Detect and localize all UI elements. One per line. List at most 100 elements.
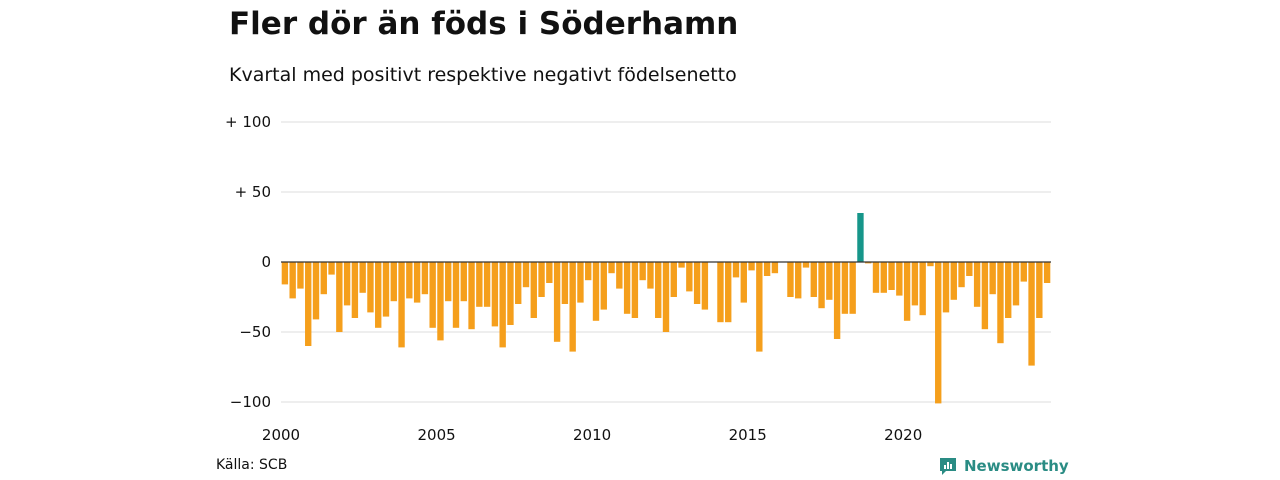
bar-2005-q3 <box>452 262 460 328</box>
chart-title: Fler dör än föds i Söderhamn <box>229 6 739 42</box>
bar-2000-q3 <box>297 262 304 289</box>
brand-name: Newsworthy <box>964 457 1069 475</box>
bar-2013-q2 <box>693 262 701 304</box>
bar-2009-q4 <box>585 262 592 281</box>
bar-2009-q1 <box>561 262 569 304</box>
bar-2014-q2 <box>725 262 732 323</box>
bar-2022-q1 <box>966 262 973 276</box>
bar-2006-q1 <box>468 262 475 330</box>
y-tick-label: + 50 <box>235 183 271 201</box>
bar-2003-q3 <box>390 262 397 302</box>
bar-2016-q3 <box>795 262 802 299</box>
bar-2014-q4 <box>740 262 747 303</box>
bar-2017-q1 <box>810 262 817 297</box>
bar-2023-q2 <box>1005 262 1012 318</box>
bar-2010-q3 <box>608 262 615 274</box>
bars <box>281 213 1051 404</box>
bar-2002-q3 <box>359 262 366 293</box>
bar-2005-q4 <box>460 262 467 302</box>
bar-2002-q4 <box>367 262 374 313</box>
bar-2017-q2 <box>818 262 825 309</box>
bar-2005-q2 <box>445 262 452 302</box>
bar-2020-q3 <box>919 262 926 316</box>
bar-2019-q1 <box>872 262 880 293</box>
x-tick-label: 2000 <box>262 426 300 444</box>
x-tick-label: 2010 <box>573 426 611 444</box>
bar-2009-q2 <box>569 262 576 352</box>
bar-chart: + 100 + 50 0 −50 −100 2000 2005 2010 2015 2020 <box>225 113 1051 444</box>
bar-2000-q1 <box>281 262 289 285</box>
bar-2021-q4 <box>958 262 965 288</box>
bar-2020-q1 <box>903 262 911 321</box>
bar-2023-q3 <box>1012 262 1020 306</box>
bar-2017-q3 <box>826 262 833 300</box>
bar-2003-q1 <box>375 262 382 328</box>
bar-2007-q4 <box>522 262 530 288</box>
bar-2024-q3 <box>1043 262 1051 283</box>
bar-2015-q4 <box>771 262 779 274</box>
bar-2015-q2 <box>756 262 763 352</box>
bar-2005-q1 <box>437 262 444 341</box>
bar-2008-q1 <box>530 262 537 318</box>
bar-2010-q1 <box>592 262 600 321</box>
bar-2014-q3 <box>732 262 740 278</box>
bar-2002-q2 <box>351 262 359 318</box>
bar-2012-q4 <box>678 262 685 268</box>
bar-2011-q3 <box>639 262 646 281</box>
x-tick-label: 2005 <box>418 426 456 444</box>
bar-2013-q1 <box>686 262 693 292</box>
bar-2022-q3 <box>981 262 989 330</box>
bar-2012-q2 <box>662 262 670 332</box>
bar-2021-q2 <box>942 262 950 313</box>
bar-2001-q3 <box>328 262 335 275</box>
y-tick-label: 0 <box>261 253 271 271</box>
bar-2018-q4 <box>865 262 872 264</box>
bar-2008-q3 <box>546 262 553 283</box>
bar-2001-q2 <box>320 262 327 295</box>
bar-2024-q2 <box>1036 262 1043 318</box>
bar-2023-q1 <box>997 262 1004 344</box>
bar-2024-q1 <box>1028 262 1035 366</box>
y-axis-labels: + 100 + 50 0 −50 −100 <box>225 113 271 411</box>
bar-2001-q1 <box>312 262 320 320</box>
bar-2019-q3 <box>888 262 895 290</box>
bar-2011-q4 <box>647 262 654 289</box>
bar-2014-q1 <box>717 262 724 323</box>
grid-lines <box>281 121 1051 403</box>
bar-2018-q2 <box>849 262 856 314</box>
x-tick-label: 2020 <box>884 426 922 444</box>
bar-2015-q1 <box>748 262 755 271</box>
bar-2007-q3 <box>515 262 522 304</box>
newsworthy-icon <box>940 458 956 475</box>
bar-2004-q4 <box>429 262 436 328</box>
bar-2000-q2 <box>289 262 296 299</box>
bar-2023-q4 <box>1020 262 1027 282</box>
bar-2004-q3 <box>421 262 429 295</box>
bar-2006-q2 <box>476 262 483 307</box>
bar-2016-q4 <box>802 262 810 268</box>
source-note: Källa: SCB <box>216 457 288 473</box>
bar-2006-q4 <box>491 262 499 327</box>
bar-2022-q2 <box>973 262 981 307</box>
bar-2020-q2 <box>911 262 919 306</box>
bar-2004-q2 <box>413 262 421 303</box>
bar-2009-q3 <box>577 262 584 303</box>
bar-2016-q2 <box>787 262 794 297</box>
bar-2021-q1 <box>935 262 942 404</box>
bar-2001-q4 <box>336 262 343 332</box>
y-tick-label: + 100 <box>225 113 271 131</box>
bar-2010-q4 <box>616 262 623 289</box>
bar-2017-q4 <box>833 262 841 339</box>
bar-2021-q3 <box>950 262 957 300</box>
chart-subtitle: Kvartal med positivt respektive negativt… <box>229 64 737 86</box>
bar-2000-q4 <box>305 262 312 346</box>
bar-2008-q4 <box>553 262 561 342</box>
bar-2020-q4 <box>927 262 934 267</box>
bar-2007-q2 <box>507 262 514 325</box>
bar-2004-q1 <box>406 262 413 299</box>
bar-2012-q3 <box>670 262 677 297</box>
bar-2011-q2 <box>631 262 639 318</box>
bar-2010-q2 <box>600 262 607 310</box>
brand-logo: Newsworthy <box>938 456 1069 476</box>
bar-2015-q3 <box>763 262 771 276</box>
